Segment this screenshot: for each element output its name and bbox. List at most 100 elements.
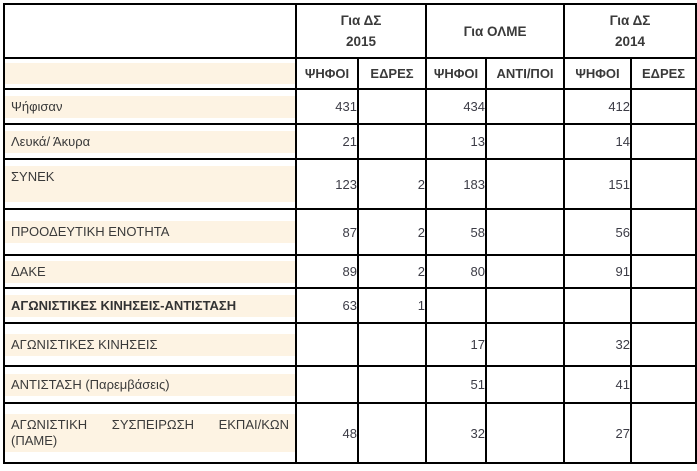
cell-value	[630, 254, 697, 289]
table-row-antistasi-paremvaseis: ΑΝΤΙΣΤΑΣΗ (Παρεμβάσεις) 51 41	[3, 365, 697, 404]
cell-value	[485, 365, 566, 404]
cell-value: 87	[295, 208, 359, 256]
column-header-psifoi-2015: ΨΗΦΟΙ	[295, 57, 359, 90]
cell-value: 58	[425, 208, 488, 256]
cell-value	[485, 402, 566, 464]
column-header-label-cell	[3, 57, 297, 90]
cell-value: 183	[425, 158, 488, 210]
row-label: ΑΓΩΝΙΣΤΙΚΗ ΣΥΣΠΕΙΡΩΣΗ ΕΚΠΑΙ/ΚΩΝ (ΠΑΜΕ)	[6, 414, 294, 452]
cell-value	[485, 123, 566, 160]
cell-value: 80	[425, 254, 488, 289]
row-label: ΑΓΩΝΙΣΤΙΚΕΣ ΚΙΝΗΣΕΙΣ	[6, 333, 294, 356]
cell-value	[356, 88, 428, 125]
row-label: Ψήφισαν	[6, 95, 294, 118]
row-label: ΔΑΚΕ	[6, 260, 294, 283]
cell-value	[563, 287, 633, 324]
cell-value	[630, 208, 697, 256]
cell-value: 41	[563, 365, 633, 404]
header-group-olme: Για ΟΛΜΕ	[425, 3, 566, 59]
cell-value: 32	[563, 322, 633, 367]
header-group-ds-2014-line2: 2014	[615, 34, 646, 49]
cell-value: 51	[425, 365, 488, 404]
cell-value	[485, 254, 566, 289]
column-header-edres-2014: ΕΔΡΕΣ	[630, 57, 697, 90]
column-header-psifoi-olme: ΨΗΦΟΙ	[425, 57, 488, 90]
row-label-cell: Ψήφισαν	[3, 88, 297, 125]
column-header-psifoi-2014: ΨΗΦΟΙ	[563, 57, 633, 90]
cell-value: 151	[563, 158, 633, 210]
cell-value: 48	[295, 402, 359, 464]
cell-value: 14	[563, 123, 633, 160]
cell-value	[295, 365, 359, 404]
table-row-psifisan: Ψήφισαν 431 434 412	[3, 88, 697, 125]
header-group-ds-2015-line2: 2015	[345, 34, 377, 49]
header-group-ds-2014: Για ΔΣ 2014	[563, 3, 697, 59]
cell-value	[485, 88, 566, 125]
cell-value: 13	[425, 123, 488, 160]
header-group-ds-2014-line1: Για ΔΣ	[609, 13, 651, 28]
cell-value	[630, 402, 697, 464]
header-group-row: Για ΔΣ 2015 Για ΟΛΜΕ Για ΔΣ 2014	[3, 3, 697, 59]
cell-value	[356, 365, 428, 404]
cell-value: 123	[295, 158, 359, 210]
row-label: ΠΡΟΟΔΕΥΤΙΚΗ ΕΝΟΤΗΤΑ	[6, 221, 294, 243]
row-label-cell: ΣΥΝΕΚ	[3, 158, 297, 210]
cell-value: 63	[295, 287, 359, 324]
row-label-cell: Λευκά/ Άκυρα	[3, 123, 297, 160]
cell-value	[356, 402, 428, 464]
row-label-cell: ΑΝΤΙΣΤΑΣΗ (Παρεμβάσεις)	[3, 365, 297, 404]
cell-value	[630, 287, 697, 324]
cell-value	[356, 322, 428, 367]
cell-value: 2	[356, 254, 428, 289]
header-group-ds-2015-line1: Για ΔΣ	[340, 13, 382, 28]
header-corner-cell	[3, 3, 297, 59]
cell-value	[485, 322, 566, 367]
row-label-cell: ΠΡΟΟΔΕΥΤΙΚΗ ΕΝΟΤΗΤΑ	[3, 208, 297, 256]
cell-value	[630, 123, 697, 160]
row-label: ΑΝΤΙΣΤΑΣΗ (Παρεμβάσεις)	[6, 373, 294, 396]
cell-value	[630, 158, 697, 210]
cell-value	[356, 123, 428, 160]
table-row-agonistikes-kiniseis: ΑΓΩΝΙΣΤΙΚΕΣ ΚΙΝΗΣΕΙΣ 17 32	[3, 322, 697, 367]
row-label: ΣΥΝΕΚ	[6, 166, 294, 202]
row-label-cell: ΑΓΩΝΙΣΤΙΚΕΣ ΚΙΝΗΣΕΙΣ-ΑΝΤΙΣΤΑΣΗ	[3, 287, 297, 324]
cell-value: 2	[356, 208, 428, 256]
table-row-leyka-akyra: Λευκά/ Άκυρα 21 13 14	[3, 123, 697, 160]
cell-value: 91	[563, 254, 633, 289]
election-results-table: Για ΔΣ 2015 Για ΟΛΜΕ Για ΔΣ 2014 ΨΗΦΟΙ Ε…	[3, 3, 697, 464]
cell-value: 412	[563, 88, 633, 125]
cell-value: 2	[356, 158, 428, 210]
row-label-cell: ΑΓΩΝΙΣΤΙΚΕΣ ΚΙΝΗΣΕΙΣ	[3, 322, 297, 367]
cell-value	[485, 158, 566, 210]
cell-value: 32	[425, 402, 488, 464]
row-label: Λευκά/ Άκυρα	[6, 130, 294, 153]
column-header-antipoi: ΑΝΤΙ/ΠΟΙ	[485, 57, 566, 90]
header-group-ds-2015: Για ΔΣ 2015	[294, 3, 428, 59]
cell-value	[630, 88, 697, 125]
table-row-synek: ΣΥΝΕΚ 123 2 183 151	[3, 158, 697, 210]
table-row-agonistikes-kiniseis-antistasi: ΑΓΩΝΙΣΤΙΚΕΣ ΚΙΝΗΣΕΙΣ-ΑΝΤΙΣΤΑΣΗ 63 1	[3, 287, 697, 324]
cell-value	[485, 208, 566, 256]
cell-value	[485, 287, 566, 324]
cell-value: 21	[295, 123, 359, 160]
column-header-row: ΨΗΦΟΙ ΕΔΡΕΣ ΨΗΦΟΙ ΑΝΤΙ/ΠΟΙ ΨΗΦΟΙ ΕΔΡΕΣ	[3, 57, 697, 90]
cell-value	[630, 365, 697, 404]
cell-value	[425, 287, 488, 324]
row-label-cell: ΑΓΩΝΙΣΤΙΚΗ ΣΥΣΠΕΙΡΩΣΗ ΕΚΠΑΙ/ΚΩΝ (ΠΑΜΕ)	[3, 402, 297, 464]
cell-value: 17	[425, 322, 488, 367]
column-header-edres-2015: ΕΔΡΕΣ	[356, 57, 428, 90]
table-row-proodeytiki-enotita: ΠΡΟΟΔΕΥΤΙΚΗ ΕΝΟΤΗΤΑ 87 2 58 56	[3, 208, 697, 256]
cell-value	[630, 322, 697, 367]
cell-value	[295, 322, 359, 367]
cell-value: 27	[563, 402, 633, 464]
label-highlight-empty	[6, 63, 294, 84]
row-label: ΑΓΩΝΙΣΤΙΚΕΣ ΚΙΝΗΣΕΙΣ-ΑΝΤΙΣΤΑΣΗ	[6, 294, 294, 317]
cell-value: 56	[563, 208, 633, 256]
row-label-cell: ΔΑΚΕ	[3, 254, 297, 289]
table-row-agonistiki-syspeirosi-pame: ΑΓΩΝΙΣΤΙΚΗ ΣΥΣΠΕΙΡΩΣΗ ΕΚΠΑΙ/ΚΩΝ (ΠΑΜΕ) 4…	[3, 402, 697, 464]
cell-value: 434	[425, 88, 488, 125]
table-row-dake: ΔΑΚΕ 89 2 80 91	[3, 254, 697, 289]
cell-value: 89	[295, 254, 359, 289]
header-group-olme-line1: Για ΟΛΜΕ	[463, 23, 527, 39]
